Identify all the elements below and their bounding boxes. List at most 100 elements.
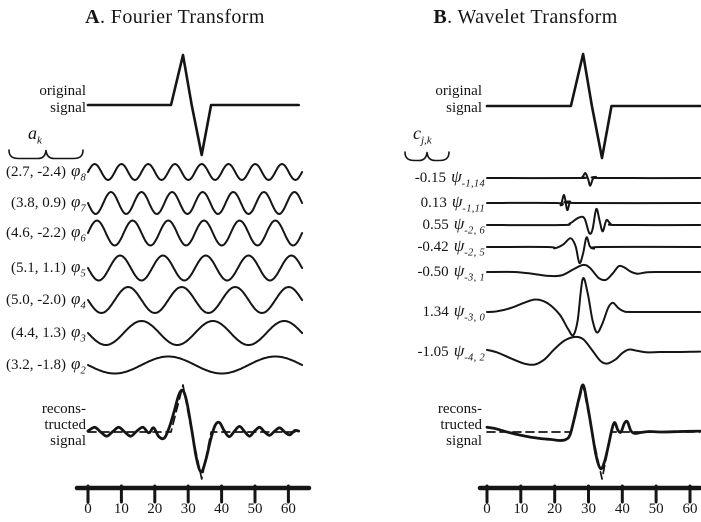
basis-waveform-path: [87, 320, 304, 346]
panel-letter: A: [85, 6, 100, 28]
coefficient-symbol-letter: a: [28, 123, 37, 143]
basis-row-label: 0.55 ψ-2, 6: [350, 214, 485, 236]
basis-row-label: (2.7, -2.4) φ8: [0, 161, 86, 183]
basis-row-label: -1.05 ψ-4, 2: [350, 341, 485, 363]
basis-coefficient: -1.05: [417, 344, 449, 360]
coefficient-brace-path: [8, 149, 84, 160]
basis-symbol: φ3: [71, 322, 86, 345]
basis-waveform-path: [486, 172, 701, 187]
basis-waveform-path: [486, 236, 701, 265]
panel-plot: [74, 53, 312, 504]
basis-coefficient: (3.2, -1.8): [6, 357, 67, 373]
reconstructed-signal-label: recons- tructed signal: [437, 401, 482, 449]
basis-row-label: (4.6, -2.2) φ6: [0, 222, 86, 244]
basis-coefficient: (4.4, 1.3): [11, 325, 67, 341]
axis-tick-label: 20: [547, 501, 563, 517]
panel-fourier-transform: A. Fourier Transform original signal ak …: [0, 0, 350, 522]
basis-symbol: ψ-4, 2: [453, 341, 485, 364]
axis-tick-label: 60: [682, 501, 698, 517]
original-signal-label: original signal: [435, 83, 482, 116]
axis-tick-label: 60: [280, 501, 296, 517]
basis-waveform-path: [87, 254, 304, 282]
basis-row-label: -0.42 ψ-2, 5: [350, 236, 485, 258]
reconstructed-signal-path: [485, 383, 701, 471]
axis-tick-label: 20: [147, 501, 163, 517]
axis-tick-label: 40: [214, 501, 230, 517]
basis-symbol: φ8: [71, 161, 86, 184]
basis-symbol: ψ-3, 1: [453, 261, 485, 284]
panel-plot: [477, 52, 701, 504]
basis-symbol: ψ-3, 0: [453, 301, 485, 324]
basis-waveform-path: [87, 191, 304, 215]
basis-coefficient: -0.50: [417, 264, 449, 280]
basis-row-label: (3.8, 0.9) φ7: [0, 192, 86, 214]
coefficient-symbol: ak: [28, 123, 42, 147]
basis-symbol: φ7: [71, 192, 86, 215]
basis-symbol: ψ-1,14: [451, 167, 485, 190]
basis-coefficient: -0.42: [417, 239, 449, 255]
basis-coefficient: (4.6, -2.2): [6, 225, 67, 241]
basis-symbol: φ5: [71, 257, 86, 280]
basis-waveform-path: [486, 207, 701, 235]
basis-waveform-path: [87, 355, 304, 375]
basis-waveform-path: [486, 277, 701, 337]
basis-coefficient: (5.0, -2.0): [6, 292, 67, 308]
basis-coefficient: -0.15: [414, 170, 447, 186]
basis-row-label: 0.13 ψ-1,11: [350, 192, 485, 214]
axis-tick-label: 30: [180, 501, 196, 517]
basis-symbol: φ4: [71, 289, 86, 312]
basis-symbol: ψ-2, 6: [453, 214, 485, 237]
basis-row-label: -0.15 ψ-1,14: [350, 167, 485, 189]
coefficient-symbol-subscript: j,k: [421, 134, 432, 147]
original-signal-label: original signal: [39, 83, 86, 116]
coefficient-symbol: cj,k: [413, 123, 432, 147]
basis-coefficient: 0.55: [422, 217, 449, 233]
coefficient-brace: [8, 149, 84, 160]
coefficient-symbol-subscript: k: [37, 134, 42, 147]
basis-waveform-path: [87, 163, 304, 181]
basis-row-label: 1.34 ψ-3, 0: [350, 301, 485, 323]
axis-tick-label: 10: [113, 501, 129, 517]
basis-row-label: (3.2, -1.8) φ2: [0, 354, 86, 376]
panel-title-text: . Fourier Transform: [100, 6, 265, 28]
basis-symbol: ψ-1,11: [451, 192, 485, 215]
basis-row-label: (5.1, 1.1) φ5: [0, 257, 86, 279]
axis-tick-label: 50: [648, 501, 664, 517]
original-overlay-dashed-path: [87, 384, 300, 480]
axis-tick-label: 0: [84, 501, 92, 517]
axis-tick-label: 10: [513, 501, 529, 517]
original-signal-path: [485, 52, 701, 160]
axis-tick-label: 0: [483, 501, 491, 517]
basis-waveform-path: [486, 335, 701, 366]
basis-waveform-path: [87, 286, 304, 314]
coefficient-brace-path: [404, 151, 450, 162]
basis-waveform-path: [486, 193, 701, 212]
axis-tick-label: 50: [247, 501, 263, 517]
axis-tick-label: 30: [580, 501, 596, 517]
basis-symbol: ψ-2, 5: [453, 236, 485, 259]
basis-symbol: φ2: [71, 354, 86, 377]
basis-waveform-path: [486, 263, 701, 282]
basis-symbol: φ6: [71, 222, 86, 245]
basis-waveform-path: [87, 219, 304, 247]
panel-title: B. Wavelet Transform: [350, 6, 701, 29]
basis-coefficient: 0.13: [420, 195, 447, 211]
coefficient-brace: [404, 151, 450, 162]
panel-title-text: . Wavelet Transform: [447, 6, 618, 28]
reconstructed-signal-path: [86, 388, 301, 474]
basis-coefficient: (2.7, -2.4): [6, 164, 67, 180]
basis-coefficient: (3.8, 0.9): [11, 195, 67, 211]
original-signal-path: [86, 53, 300, 157]
panel-title: A. Fourier Transform: [0, 6, 350, 29]
basis-row-label: (5.0, -2.0) φ4: [0, 289, 86, 311]
basis-coefficient: 1.34: [422, 304, 449, 320]
basis-coefficient: (5.1, 1.1): [11, 260, 67, 276]
panel-wavelet-transform: B. Wavelet Transform original signal cj,…: [350, 0, 701, 522]
basis-row-label: -0.50 ψ-3, 1: [350, 261, 485, 283]
panel-letter: B: [433, 6, 448, 28]
axis-tick-label: 40: [614, 501, 630, 517]
coefficient-symbol-letter: c: [413, 123, 421, 143]
basis-row-label: (4.4, 1.3) φ3: [0, 322, 86, 344]
reconstructed-signal-label: recons- tructed signal: [41, 401, 86, 449]
